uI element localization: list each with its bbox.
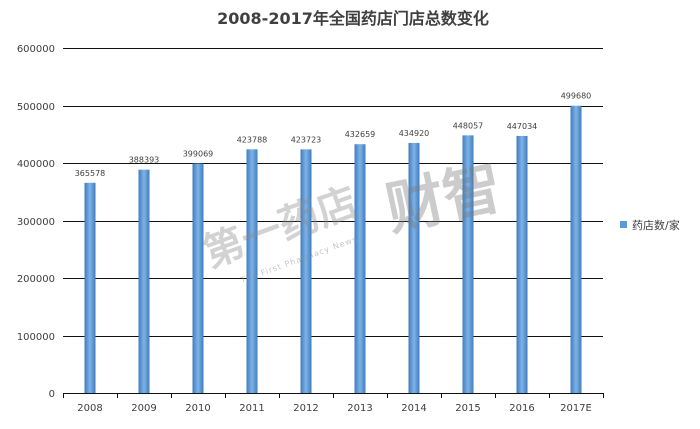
data-label-2015: 448057 <box>453 121 484 130</box>
data-labels: 365578 388393 399069 423788 423723 432659 4349… <box>75 92 592 178</box>
y-tick-label-500000: 500000 <box>17 102 55 113</box>
x-tick-label-2014: 2014 <box>401 403 426 414</box>
data-label-2013: 432659 <box>345 130 376 139</box>
x-tick-label-2017E: 2017E <box>560 403 592 414</box>
x-tick-label-2012: 2012 <box>293 403 318 414</box>
bar-2008 <box>84 182 96 393</box>
bar-2009 <box>138 169 150 393</box>
legend-label: 药店数/家 <box>632 218 680 232</box>
chart-title: 2008-2017年全国药店门店总数变化 <box>217 9 489 28</box>
bar-series <box>84 105 582 394</box>
data-label-2014: 434920 <box>399 129 430 138</box>
x-tick-label-2016: 2016 <box>509 403 534 414</box>
x-tick-label-2013: 2013 <box>347 403 372 414</box>
x-axis-tick-labels: 2008 2009 2010 2011 2012 2013 2014 2015 2016 2017… <box>77 403 592 414</box>
data-label-2011: 423788 <box>237 135 268 144</box>
x-tick-label-2009: 2009 <box>131 403 156 414</box>
bar-2017E <box>570 105 582 394</box>
y-tick-label-100000: 100000 <box>17 332 55 343</box>
bar-2014 <box>408 142 420 393</box>
bar-2013 <box>354 144 366 393</box>
y-tick-label-0: 0 <box>49 389 55 400</box>
data-label-2016: 447034 <box>507 122 538 131</box>
x-tick-label-2015: 2015 <box>455 403 480 414</box>
data-label-2008: 365578 <box>75 169 106 178</box>
data-label-2017E: 499680 <box>561 92 592 101</box>
x-axis-tick-marks <box>63 393 604 398</box>
y-tick-label-600000: 600000 <box>17 44 55 55</box>
bar-2016 <box>516 135 528 393</box>
data-label-2012: 423723 <box>291 135 322 144</box>
gridlines <box>63 48 603 394</box>
legend: 药店数/家 <box>620 218 680 232</box>
legend-swatch <box>620 221 627 228</box>
data-label-2009: 388393 <box>129 156 160 165</box>
x-tick-label-2008: 2008 <box>77 403 102 414</box>
bar-2010 <box>192 163 204 393</box>
bar-2011 <box>246 149 258 393</box>
data-label-2010: 399069 <box>183 150 214 159</box>
y-tick-label-400000: 400000 <box>17 159 55 170</box>
bar-2012 <box>300 149 312 393</box>
y-tick-label-300000: 300000 <box>17 217 55 228</box>
x-tick-label-2010: 2010 <box>185 403 210 414</box>
y-tick-label-200000: 200000 <box>17 274 55 285</box>
x-tick-label-2011: 2011 <box>239 403 264 414</box>
bar-2015 <box>462 135 474 393</box>
y-axis-tick-labels: 0 100000 200000 300000 400000 500000 600000 <box>17 44 55 400</box>
